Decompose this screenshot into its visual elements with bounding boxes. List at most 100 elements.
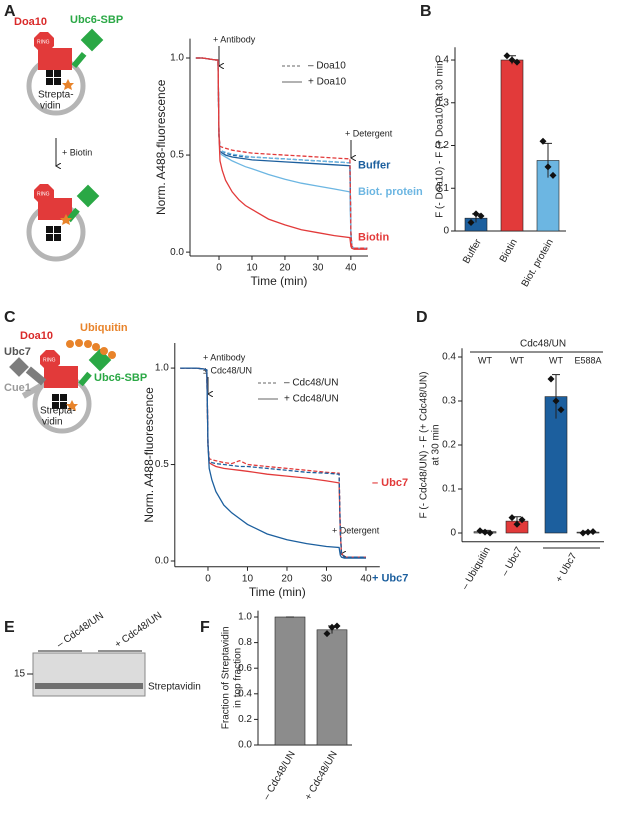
- group-label: + Ubc7: [554, 551, 580, 585]
- x-tick-label: – Ubiquitin: [460, 545, 493, 591]
- ubc6-shape: [80, 28, 104, 52]
- gel-image: [32, 652, 146, 697]
- y-axis-label: F (- Doa10) - F (+ Doa10) at 30 min: [435, 60, 446, 218]
- legend-label: – Doa10: [308, 61, 346, 72]
- sub-label: WT: [549, 355, 563, 365]
- x-tick-label: 40: [345, 263, 357, 274]
- ring-shape: [34, 32, 54, 52]
- y-axis-label: at 30 min: [431, 424, 442, 465]
- ubiquitin-label: Ubiquitin: [80, 322, 128, 334]
- panel-label: A: [4, 3, 16, 20]
- panel-label: F: [200, 619, 210, 636]
- y-tick-label: 0.4: [442, 352, 456, 363]
- doa10-label: Doa10: [20, 330, 53, 342]
- x-tick-label: 10: [246, 263, 258, 274]
- gel: – Cdc48/UN + Cdc48/UN 15 Streptavidin: [14, 610, 201, 697]
- data-point: [589, 528, 597, 536]
- sub-label: E588A: [574, 355, 601, 365]
- data-point: [549, 171, 557, 179]
- sub-label: WT: [478, 355, 492, 365]
- x-axis-label: Time (min): [251, 274, 308, 288]
- x-tick-label: + Cdc48/UN: [303, 749, 340, 802]
- ring-label: RING: [43, 357, 56, 363]
- y-tick-label: 0.2: [442, 440, 456, 451]
- data-point: [552, 397, 560, 405]
- series-line: [180, 367, 366, 559]
- series-label: Buffer: [358, 160, 391, 172]
- data-point: [579, 529, 587, 537]
- lane-label: – Cdc48/UN: [55, 610, 106, 650]
- y-tick-label: 0.2: [238, 714, 252, 725]
- data-point: [503, 52, 511, 60]
- data-point: [513, 58, 521, 66]
- y-tick-label: 1.0: [170, 53, 184, 64]
- x-tick-label: 10: [242, 573, 254, 584]
- y-tick-label: 0.8: [238, 637, 252, 648]
- y-tick-label: 0.0: [170, 247, 184, 258]
- x-tick-label: 0: [216, 263, 222, 274]
- data-point: [544, 163, 552, 171]
- series-label: Biot. protein: [358, 186, 423, 198]
- data-point: [328, 623, 336, 631]
- ubc6-stalk: [71, 51, 87, 69]
- data-point: [547, 375, 555, 383]
- series-label: Biotin: [358, 231, 389, 243]
- data-point: [323, 630, 331, 638]
- y-axis-label: Norm. A488-fluorescence: [142, 387, 156, 523]
- cue1-label: Cue1: [4, 382, 31, 394]
- y-tick-label: 0.3: [435, 97, 449, 108]
- data-point: [539, 137, 547, 145]
- y-axis-label: F (- Cdc48/UN) - F (+ Cdc48/UN): [419, 372, 430, 519]
- data-point: [557, 406, 565, 414]
- streptavidin-label: vidin: [42, 417, 63, 428]
- y-tick-label: 0.5: [155, 459, 169, 470]
- data-point: [472, 210, 480, 218]
- x-tick-label: Buffer: [461, 237, 484, 266]
- y-tick-label: 0.3: [442, 396, 456, 407]
- data-point: [518, 516, 526, 524]
- data-point: [481, 528, 489, 536]
- data-point: [476, 527, 484, 535]
- y-tick-label: 0.2: [435, 140, 449, 151]
- diagram-a: Doa10 RING Ubc6-SBP Strepta- vidin + Bio…: [14, 14, 123, 262]
- x-tick-label: – Ubc7: [500, 545, 526, 578]
- data-point: [486, 529, 494, 537]
- arrow-label: + Biotin: [62, 147, 92, 157]
- doa10-label: Doa10: [14, 16, 47, 28]
- y-tick-label: 0.0: [238, 740, 252, 751]
- y-tick-label: 0.1: [442, 484, 456, 495]
- y-tick-label: 0.4: [435, 55, 449, 66]
- panel-label: E: [4, 619, 15, 636]
- y-tick-label: 1.0: [155, 363, 169, 374]
- annotation: + Detergent: [345, 128, 393, 138]
- panel-label: C: [4, 309, 16, 326]
- header: Cdc48/UN: [520, 339, 566, 350]
- series-label: + Ubc7: [372, 572, 408, 584]
- x-tick-label: Biotin: [498, 237, 520, 264]
- x-tick-label: 20: [279, 263, 291, 274]
- data-point: [508, 514, 516, 522]
- series-line: [195, 57, 368, 250]
- data-point: [513, 520, 521, 528]
- ring-label: RING: [37, 39, 50, 45]
- gel-band: [35, 683, 143, 689]
- x-axis-label: Time (min): [249, 585, 306, 599]
- y-tick-label: 0.4: [238, 688, 252, 699]
- diagram-c: Ubiquitin Doa10 Ubc7 RING Cue1 Ubc6-SBP …: [4, 322, 147, 434]
- data-point: [467, 218, 475, 226]
- legend-label: + Cdc48/UN: [284, 394, 339, 405]
- data-point: [333, 622, 341, 630]
- y-axis-label: in top fraction: [233, 648, 244, 708]
- annotation: + Antibody: [213, 34, 256, 44]
- doa10-shape: [38, 48, 72, 70]
- legend-label: + Doa10: [308, 77, 347, 88]
- ubiquitin-chain: [66, 339, 116, 359]
- ubc6-label: Ubc6-SBP: [94, 372, 147, 384]
- ring-label: RING: [37, 191, 50, 197]
- bar: [274, 616, 306, 746]
- x-tick-label: Biot. protein: [520, 237, 556, 289]
- panel-label: D: [416, 309, 428, 326]
- band-label: Streptavidin: [148, 682, 201, 693]
- ubc7-label: Ubc7: [4, 346, 31, 358]
